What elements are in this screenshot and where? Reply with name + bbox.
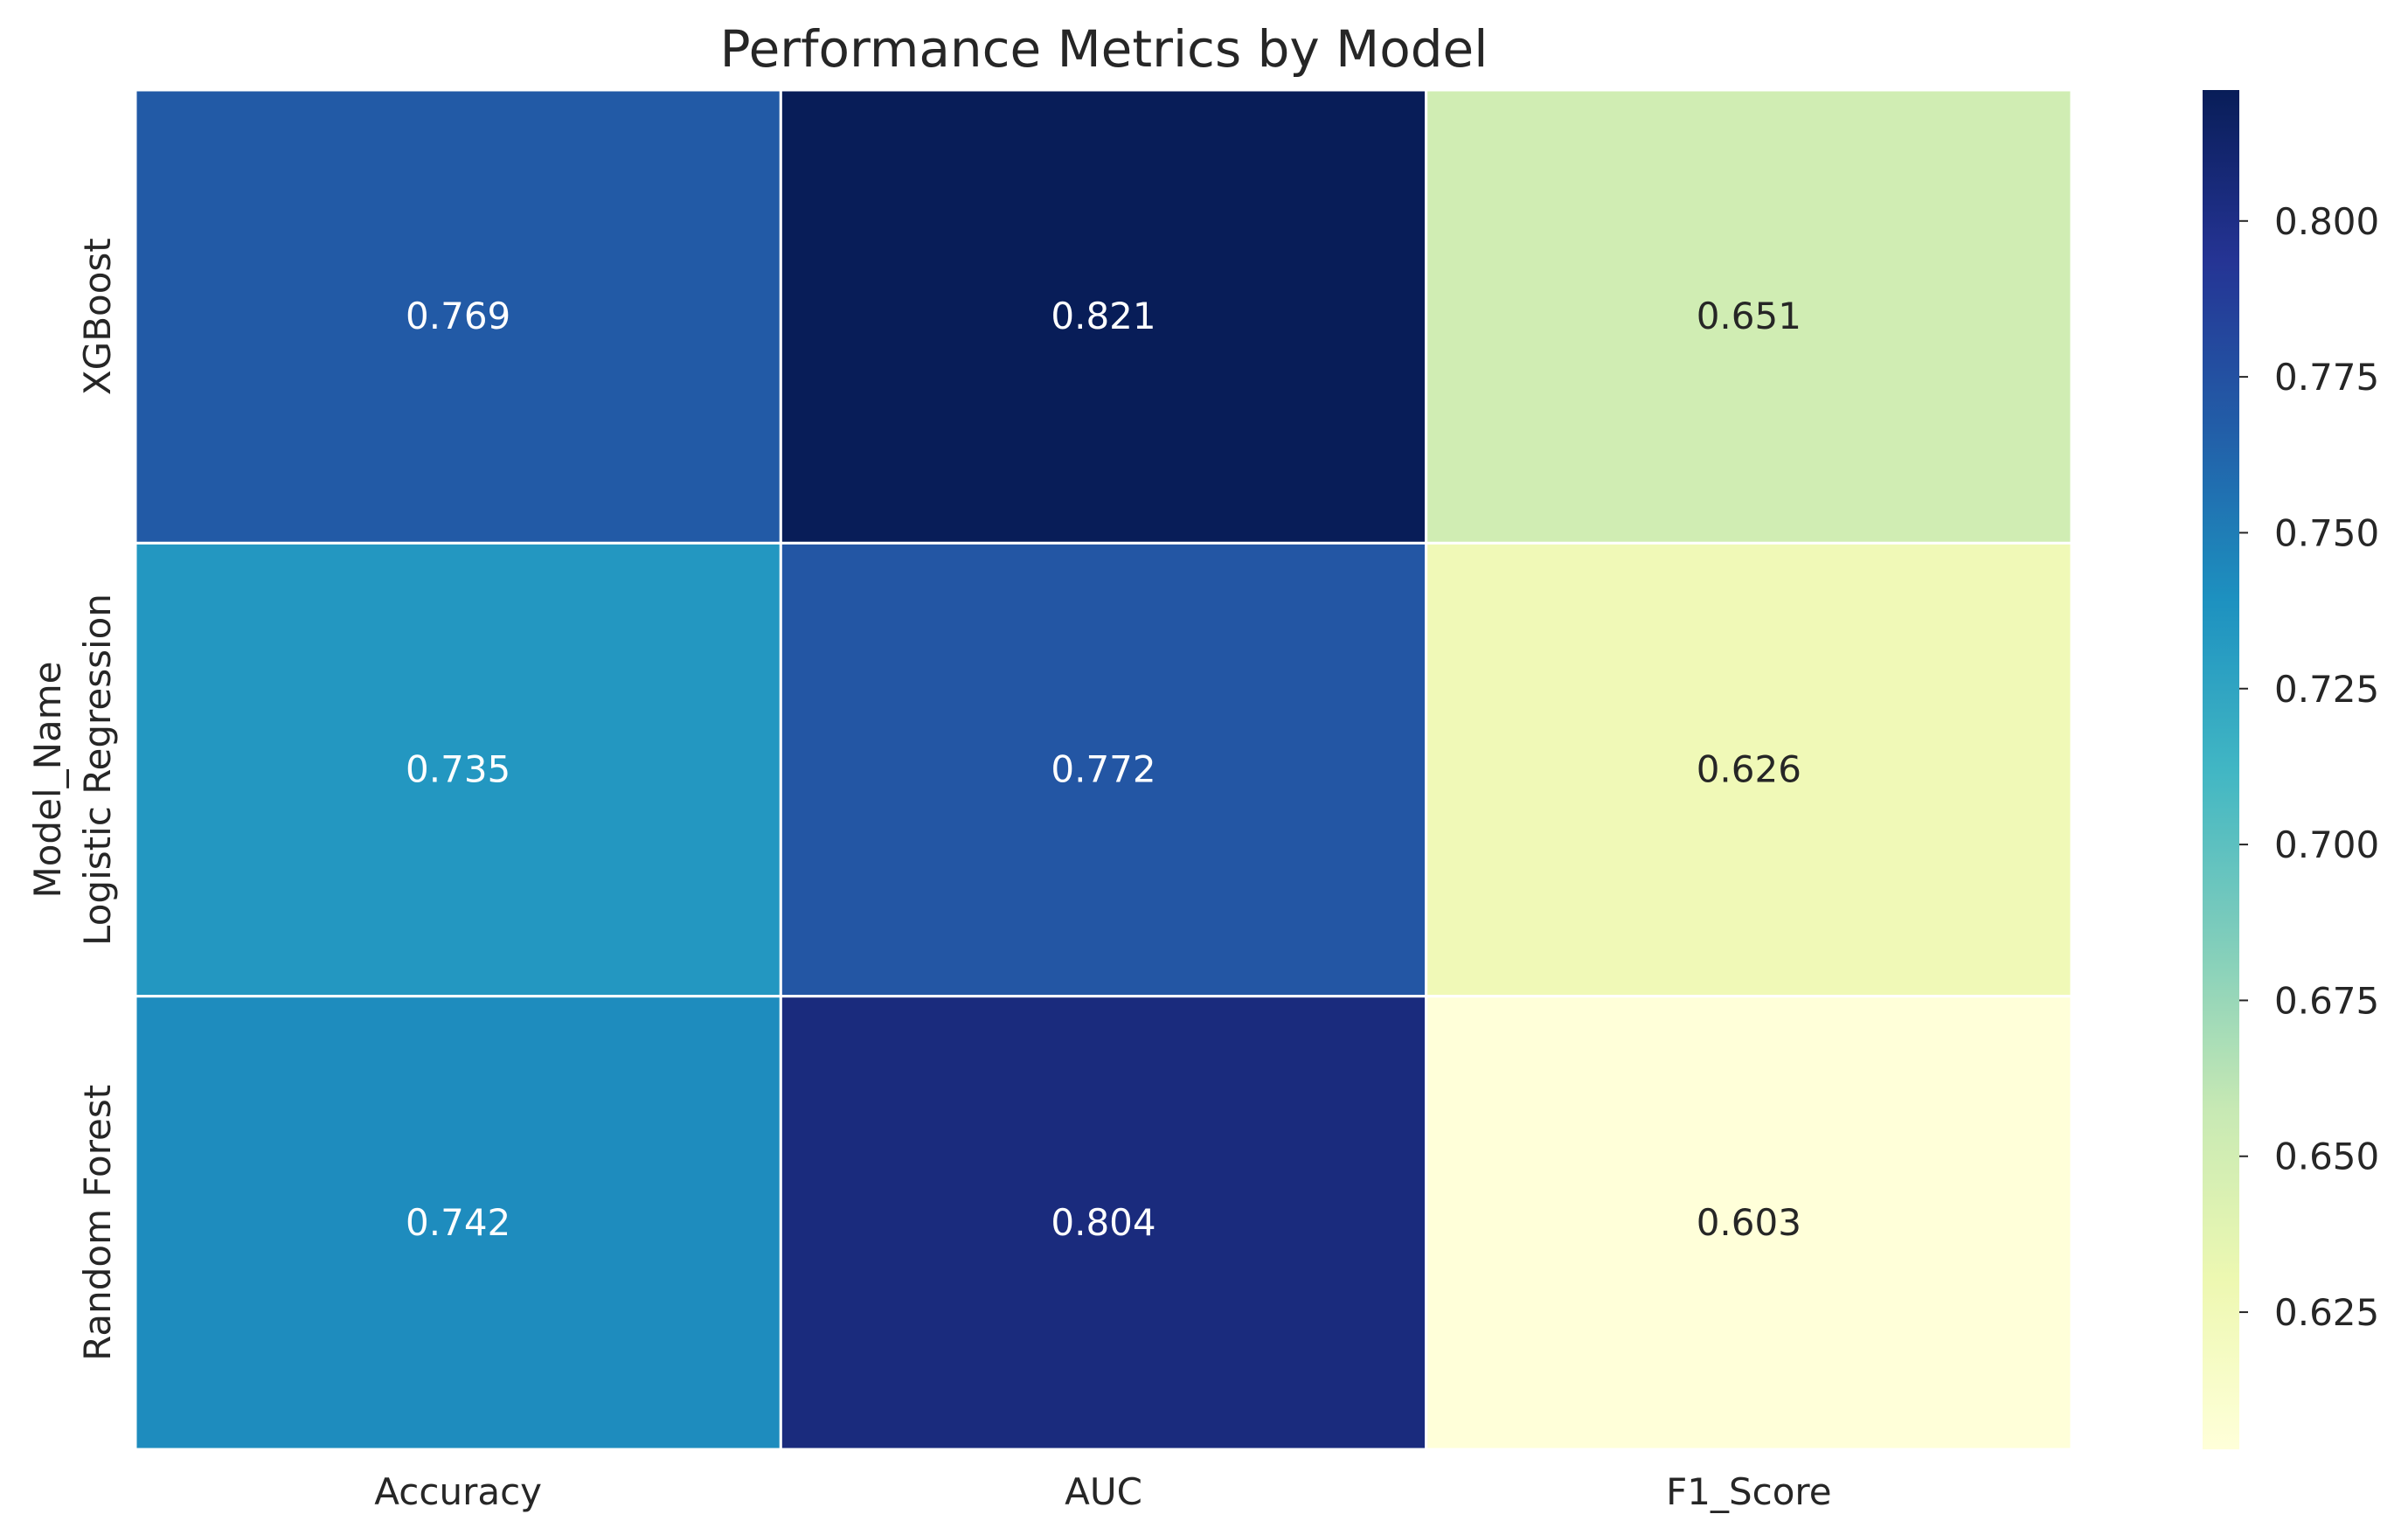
heatmap-cells: 0.769 0.821 0.651 0.735 0.772 0.626 0.742 0.804… [134,88,2073,1451]
cell-value-label: 0.603 [1697,1201,1801,1244]
y-tick-label: Logistic Regression [76,594,119,946]
heatmap-cell [134,541,782,998]
heatmap-cell [134,995,782,1451]
heatmap-cell [1425,541,2073,998]
x-tick-label: Accuracy [374,1470,542,1513]
colorbar-tick-label: 0.800 [2274,200,2379,243]
y-tick-label: XGBoost [76,238,119,395]
heatmap-cell [1425,88,2073,545]
cell-value-label: 0.735 [406,748,510,791]
colorbar-tick-label: 0.675 [2274,979,2379,1022]
heatmap-cell [779,995,1428,1451]
colorbar-tick-label: 0.625 [2274,1291,2379,1334]
cell-value-label: 0.742 [406,1201,510,1244]
colorbar-tick-label: 0.775 [2274,356,2379,399]
colorbar-tick-label: 0.650 [2274,1136,2379,1178]
chart-title: Performance Metrics by Model [720,19,1489,79]
colorbar-tick-label: 0.750 [2274,511,2379,554]
cell-value-label: 0.651 [1697,295,1801,337]
heatmap-cell [1425,995,2073,1451]
heatmap-cell [134,88,782,545]
x-tick-label: AUC [1065,1470,1142,1513]
colorbar-tick-label: 0.700 [2274,823,2379,866]
colorbar-tick-label: 0.725 [2274,668,2379,711]
colorbar-gradient [2203,90,2239,1449]
y-axis-label: Model_Name [26,661,69,898]
cell-value-label: 0.772 [1051,748,1155,791]
cell-value-label: 0.626 [1697,748,1801,791]
colorbar: 0.625 0.650 0.675 0.700 0.725 0.750 0.775 0.800 [2203,90,2379,1449]
y-tick-label: Random Forest [76,1085,119,1361]
heatmap-cell [779,88,1428,545]
axis-tick-labels: Accuracy AUC F1_Score XGBoost Logistic Regre… [76,238,1832,1513]
cell-value-label: 0.821 [1051,295,1155,337]
cell-value-label: 0.769 [406,295,510,337]
cell-value-label: 0.804 [1051,1201,1155,1244]
x-tick-label: F1_Score [1666,1470,1832,1513]
